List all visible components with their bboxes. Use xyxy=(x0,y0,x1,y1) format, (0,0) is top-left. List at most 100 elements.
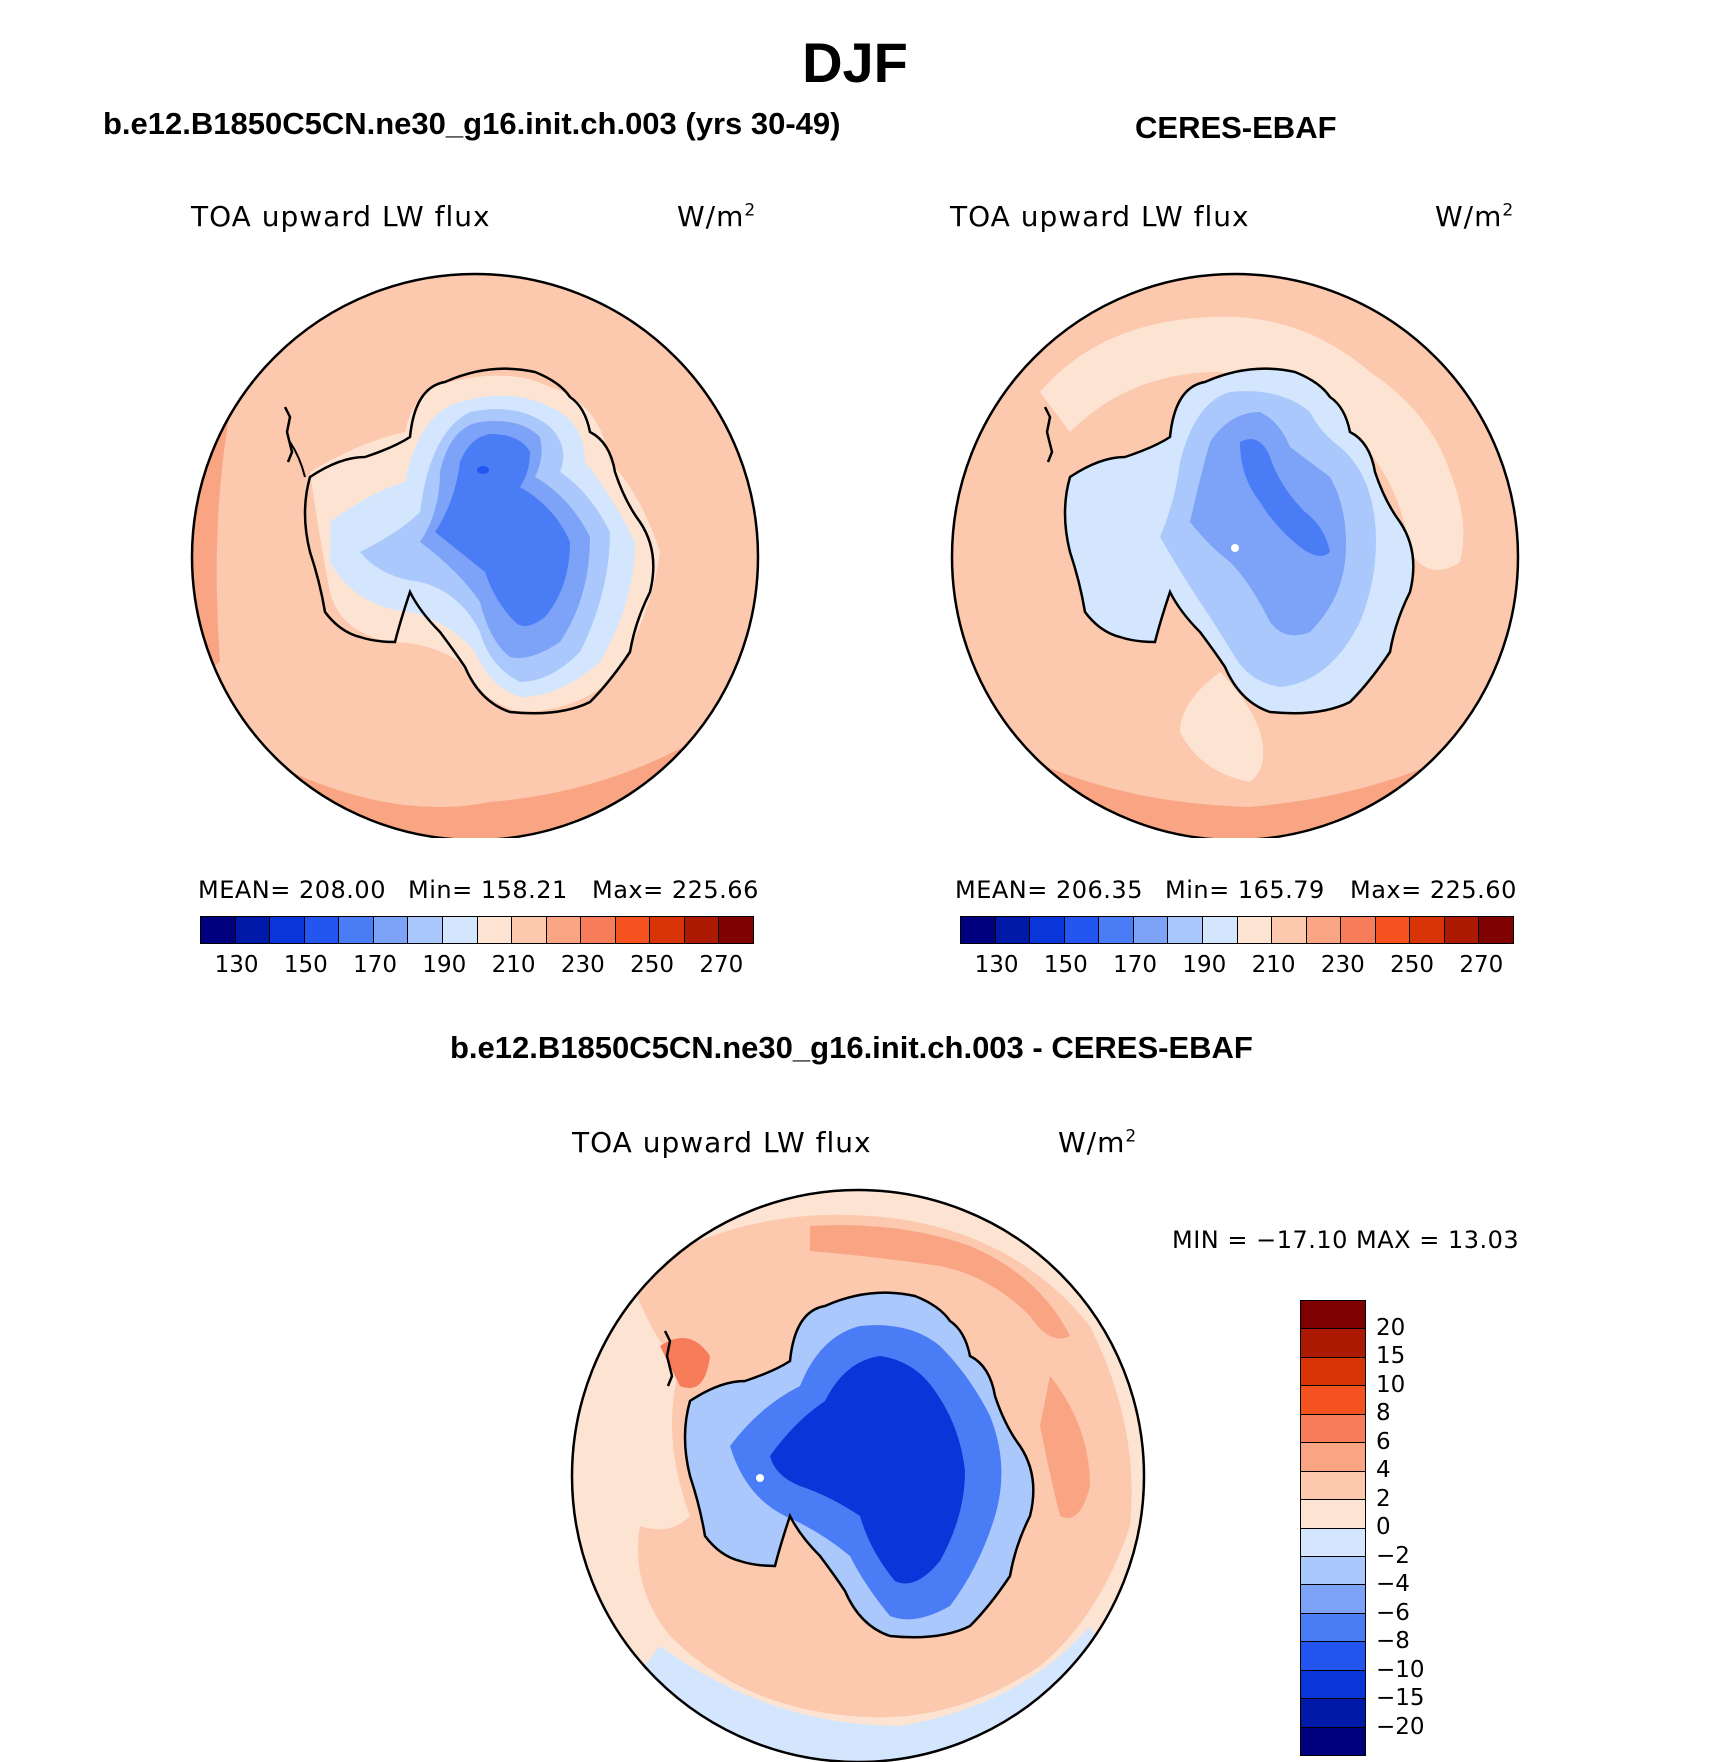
panel2-variable-label: TOA upward LW flux xyxy=(950,200,1250,233)
colorbar-tick-label: 170 xyxy=(1113,952,1158,978)
colorbar-swatch xyxy=(235,917,271,943)
colorbar-tick-label: −4 xyxy=(1376,1571,1410,1597)
colorbar-tick-label: 250 xyxy=(630,952,675,978)
colorbar-swatch xyxy=(1030,917,1065,943)
colorbar-swatch xyxy=(1479,917,1513,943)
colorbar-swatch xyxy=(1301,1556,1365,1586)
panel2-light-ring xyxy=(1040,316,1464,570)
panel2-min-stat: Min= 165.79 xyxy=(1165,876,1325,904)
colorbar-tick-label: 270 xyxy=(699,952,744,978)
colorbar-tick-label: 20 xyxy=(1376,1314,1406,1341)
colorbar-tick-label: 270 xyxy=(1459,952,1504,978)
colorbar-tick-label: 190 xyxy=(1182,952,1227,978)
colorbar-swatch xyxy=(1301,1585,1365,1614)
colorbar-tick-label: 10 xyxy=(1376,1371,1406,1398)
panel1-min-stat: Min= 158.21 xyxy=(408,876,568,904)
panel3-pole-marker xyxy=(756,1474,764,1482)
colorbar-tick-label: 0 xyxy=(1376,1514,1391,1540)
panel2-colorbar xyxy=(960,916,1514,944)
colorbar-swatch xyxy=(1301,1357,1365,1387)
colorbar-swatch xyxy=(201,917,236,943)
colorbar-tick-label: −2 xyxy=(1376,1542,1410,1569)
colorbar-swatch xyxy=(1375,917,1411,943)
panel3-minmax-stat: MIN = −17.10 MAX = 13.03 xyxy=(1172,1226,1520,1254)
colorbar-swatch xyxy=(477,917,513,943)
colorbar-swatch xyxy=(1301,1670,1365,1700)
colorbar-tick-label: 210 xyxy=(491,952,536,978)
colorbar-swatch xyxy=(1301,1613,1365,1643)
colorbar-swatch xyxy=(270,917,305,943)
colorbar-swatch xyxy=(995,917,1031,943)
panel1-polar-map xyxy=(190,272,760,838)
panel1-contour-170 xyxy=(435,434,570,626)
colorbar-swatch xyxy=(615,917,651,943)
colorbar-swatch xyxy=(650,917,685,943)
panel2-pole-marker xyxy=(1231,544,1239,552)
colorbar-swatch xyxy=(1301,1301,1365,1330)
panel1-mean-stat: MEAN= 208.00 xyxy=(198,876,386,904)
panel1-map-boundary xyxy=(190,272,760,838)
panel2-polar-map xyxy=(950,272,1520,838)
panel3-warm-spot-peninsula xyxy=(660,1338,710,1388)
colorbar-tick-label: −20 xyxy=(1376,1713,1425,1740)
colorbar-swatch xyxy=(1064,917,1100,943)
colorbar-tick-label: 170 xyxy=(353,952,398,978)
colorbar-swatch xyxy=(1301,1500,1365,1529)
panel3-subtitle: b.e12.B1850C5CN.ne30_g16.init.ch.003 - C… xyxy=(450,1030,1253,1065)
colorbar-swatch xyxy=(1301,1471,1365,1501)
colorbar-swatch xyxy=(1168,917,1203,943)
colorbar-tick-label: −8 xyxy=(1376,1628,1410,1654)
panel3-units: W/m2 xyxy=(1058,1126,1138,1159)
panel3-colorbar-ticks: 20 15 10 8 6 4 2 0 −2 −4 −6 −8 −10 −15 −20 xyxy=(1376,1300,1456,1756)
colorbar-tick-label: 130 xyxy=(974,952,1019,978)
colorbar-swatch xyxy=(1410,917,1445,943)
colorbar-swatch xyxy=(1306,917,1342,943)
colorbar-swatch xyxy=(961,917,996,943)
colorbar-swatch xyxy=(546,917,582,943)
colorbar-swatch xyxy=(1444,917,1480,943)
panel1-coastline xyxy=(303,367,655,715)
colorbar-swatch xyxy=(684,917,720,943)
colorbar-swatch xyxy=(1301,1528,1365,1557)
colorbar-swatch xyxy=(581,917,616,943)
panel1-contour-160 xyxy=(477,466,489,474)
colorbar-tick-label: −10 xyxy=(1376,1656,1425,1683)
panel3-warm-band-north xyxy=(810,1225,1070,1339)
panel3-colorbar xyxy=(1300,1300,1366,1756)
panel3-polar-map xyxy=(570,1188,1146,1762)
panel1-colorbar-ticks: 130 150 170 190 210 230 250 270 xyxy=(200,952,754,982)
colorbar-tick-label: 230 xyxy=(1320,952,1365,978)
colorbar-tick-label: 6 xyxy=(1376,1428,1391,1455)
colorbar-tick-label: 2 xyxy=(1376,1485,1391,1512)
panel2-contour-180 xyxy=(1190,412,1346,636)
panel3-contour-minus-15 xyxy=(770,1356,965,1584)
colorbar-tick-label: 8 xyxy=(1376,1400,1391,1426)
panel2-contour-170 xyxy=(1240,439,1330,556)
colorbar-swatch xyxy=(1237,917,1273,943)
colorbar-tick-label: 150 xyxy=(1043,952,1088,978)
colorbar-swatch xyxy=(373,917,409,943)
colorbar-swatch xyxy=(1133,917,1169,943)
colorbar-swatch xyxy=(1301,1329,1365,1358)
panel1-subtitle: b.e12.B1850C5CN.ne30_g16.init.ch.003 (yr… xyxy=(103,106,841,141)
colorbar-swatch xyxy=(1301,1642,1365,1671)
panel1-colorbar xyxy=(200,916,754,944)
colorbar-tick-label: 150 xyxy=(283,952,328,978)
colorbar-swatch xyxy=(1202,917,1238,943)
panel2-max-stat: Max= 225.60 xyxy=(1350,876,1517,904)
panel2-light-patch xyxy=(1180,672,1264,782)
panel2-map-boundary xyxy=(950,272,1520,838)
panel3-map-boundary xyxy=(570,1188,1146,1762)
panel2-units: W/m2 xyxy=(1435,200,1515,233)
panel3-peninsula-coast xyxy=(663,1330,674,1387)
colorbar-swatch xyxy=(339,917,374,943)
colorbar-tick-label: 15 xyxy=(1376,1343,1406,1369)
figure-title: DJF xyxy=(802,31,908,94)
colorbar-swatch xyxy=(512,917,547,943)
panel2-subtitle: CERES-EBAF xyxy=(1135,110,1337,145)
panel2-peninsula-coast xyxy=(1043,406,1054,463)
panel2-colorbar-ticks: 130 150 170 190 210 230 250 270 xyxy=(960,952,1514,982)
colorbar-tick-label: 230 xyxy=(560,952,605,978)
panel3-coastline xyxy=(683,1291,1035,1639)
colorbar-swatch xyxy=(1301,1727,1365,1755)
